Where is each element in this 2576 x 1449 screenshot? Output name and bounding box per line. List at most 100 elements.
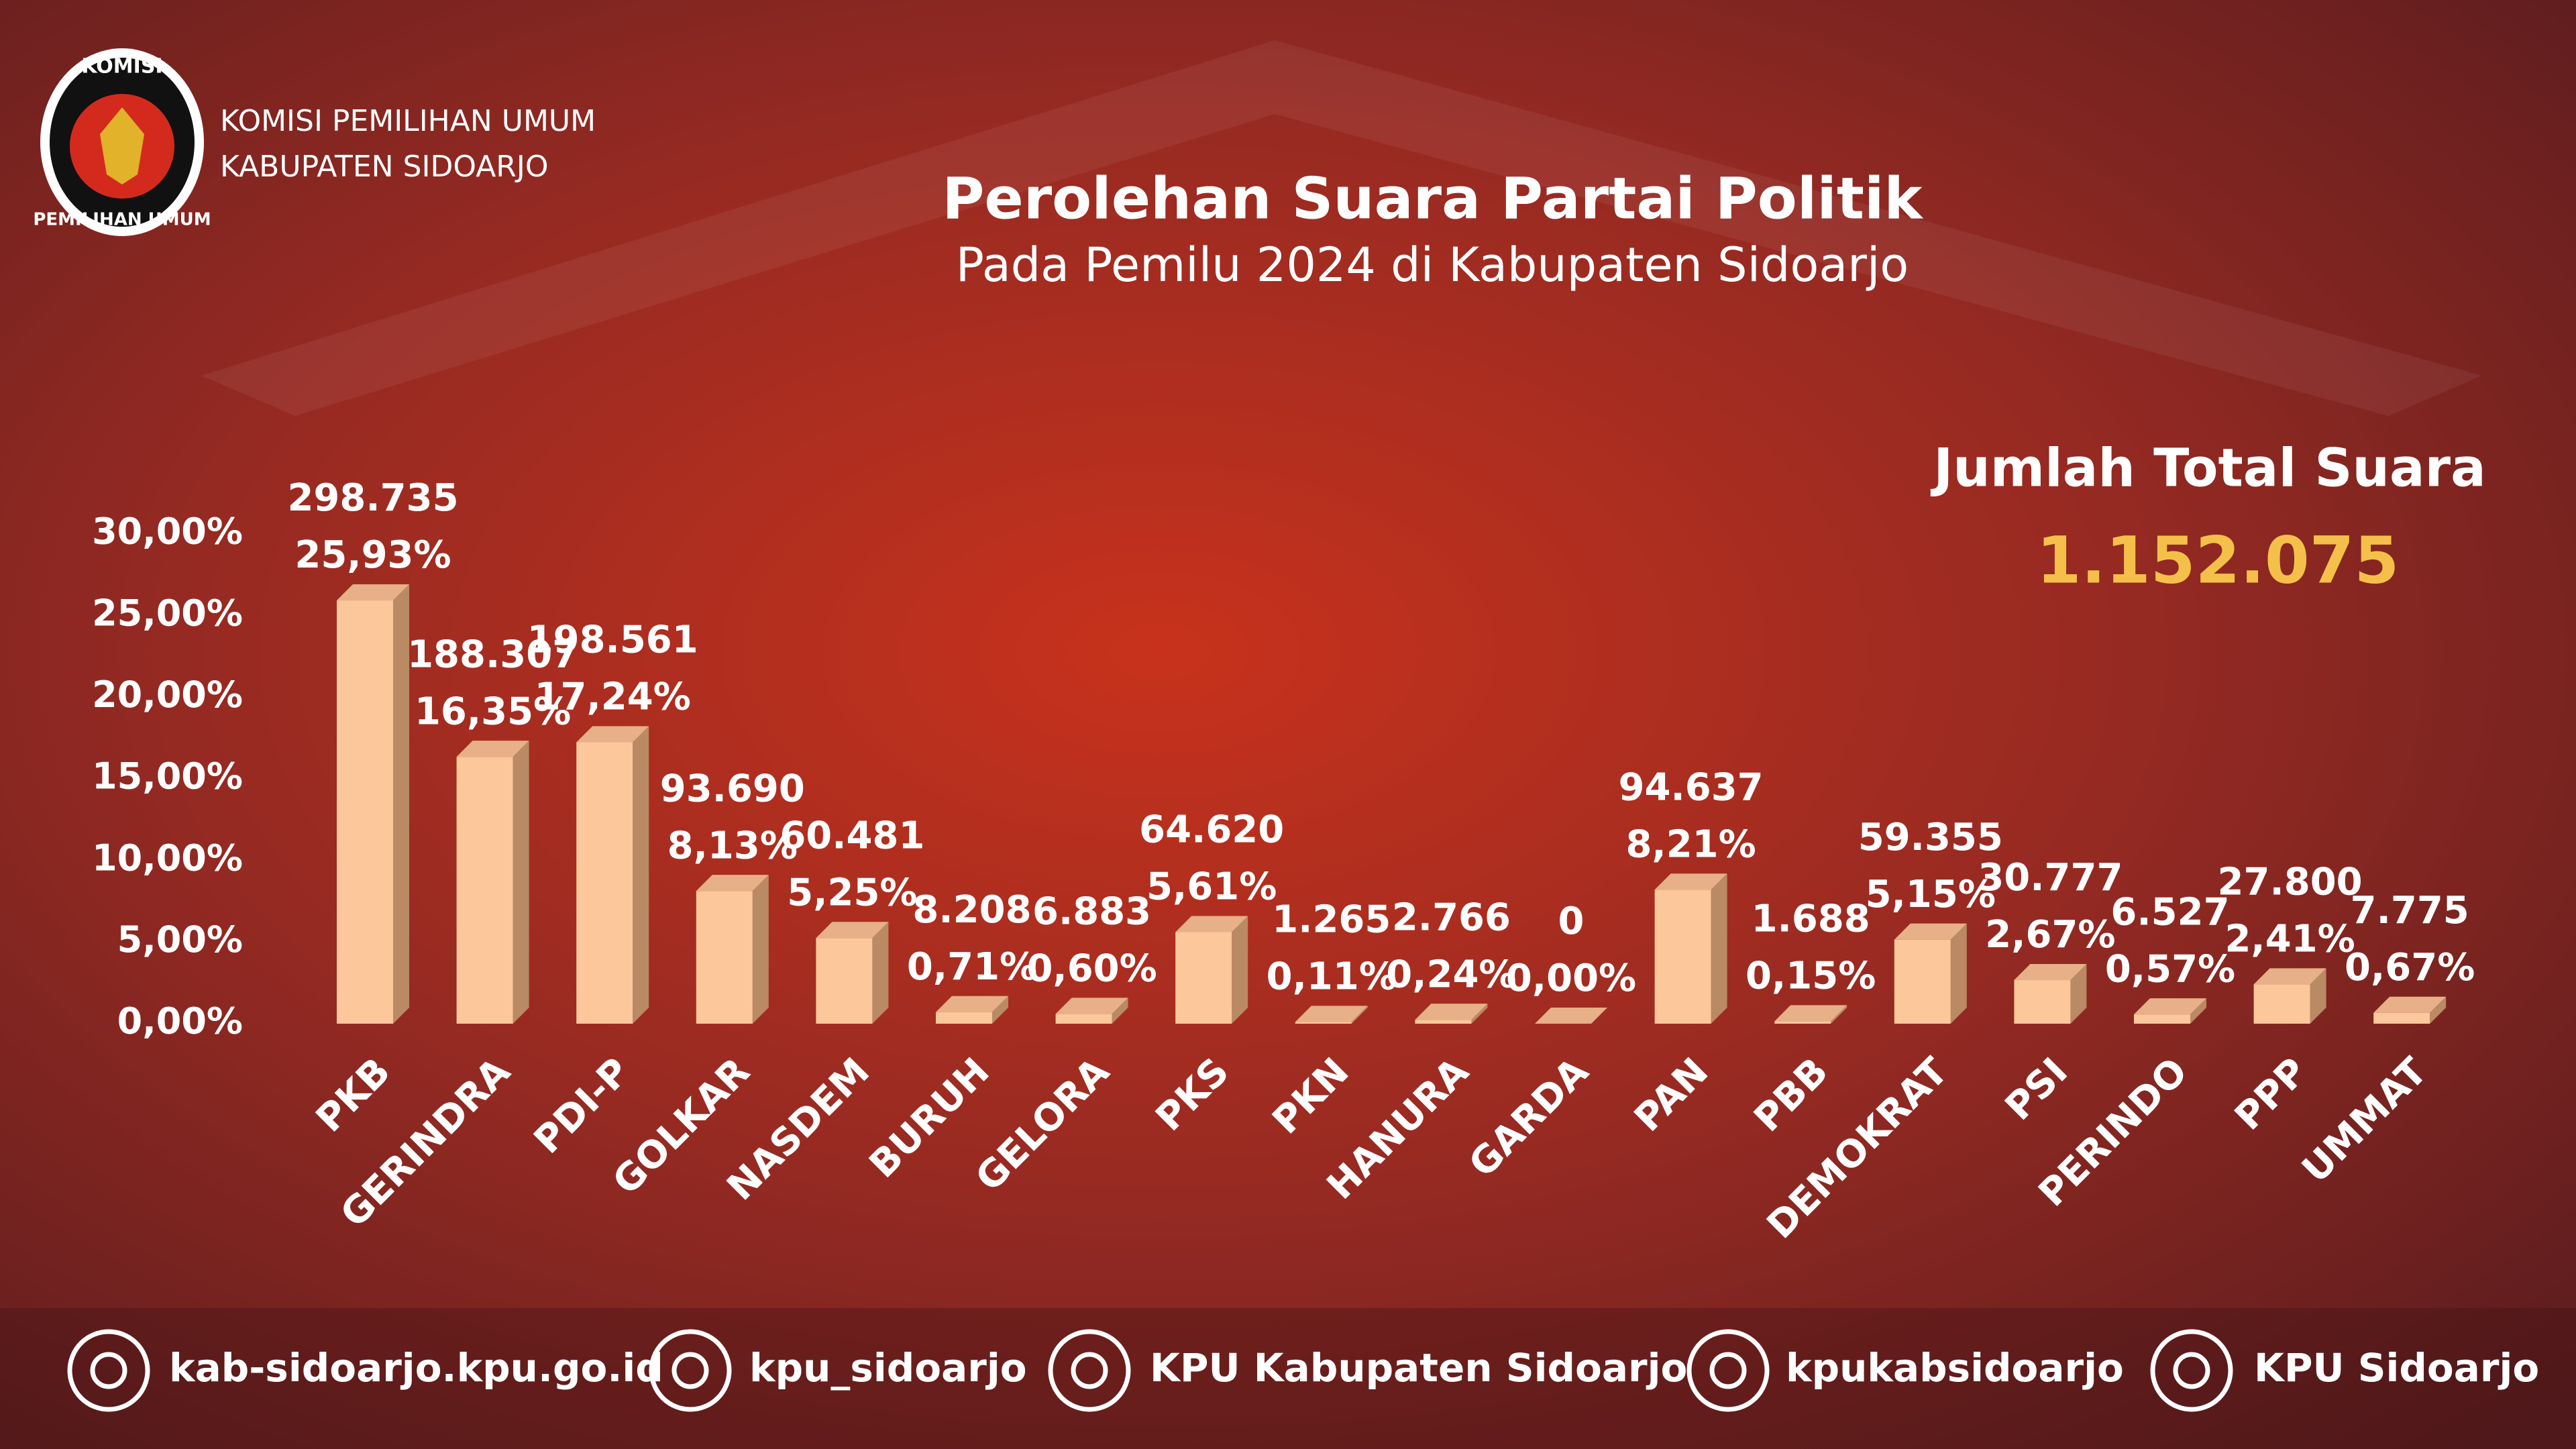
vote-label: 7.775 (2351, 889, 2469, 932)
y-tick-label: 5,00% (117, 918, 243, 961)
logo-text-bottom: PEMILIHAN UMUM (33, 210, 211, 230)
footer-icon-glyph (1071, 1352, 1108, 1389)
y-tick-label: 0,00% (117, 1000, 243, 1042)
bar (1175, 932, 1232, 1024)
bar (456, 757, 513, 1024)
bar-side (2310, 968, 2326, 1024)
value-label: 0,60% (1026, 947, 1157, 991)
bar-top (1295, 1006, 1368, 1022)
value-label: 8,21% (1625, 822, 1756, 866)
bar-top (1535, 1008, 1607, 1024)
bar-side (1471, 1004, 1488, 1024)
bar-top (1774, 1005, 1847, 1022)
footer-icon-glyph (90, 1352, 127, 1389)
bar (816, 938, 873, 1024)
vote-label: 198.561 (527, 619, 698, 662)
bar-side (1711, 873, 1727, 1024)
bar-side (752, 875, 769, 1024)
chart-subtitle: Pada Pemilu 2024 di Kabupaten Sidoarjo (956, 237, 1909, 292)
bar (2253, 984, 2310, 1024)
footer-icon (1686, 1329, 1770, 1412)
vote-label: 6.883 (1032, 890, 1151, 934)
footer-link: kpu_sidoarjo (749, 1345, 1027, 1391)
footer-link: KPU Sidoarjo (2254, 1345, 2539, 1391)
bar-top (1055, 998, 1128, 1014)
value-label: 0,71% (907, 945, 1037, 989)
bar-side (393, 584, 409, 1024)
value-label: 5,15% (1866, 873, 1996, 916)
vote-label: 298.735 (287, 476, 458, 520)
value-label: 0,00% (1506, 957, 1636, 1000)
bar-top (2014, 964, 2087, 981)
value-label: 0,15% (1746, 954, 1876, 998)
value-label: 0,24% (1386, 953, 1516, 996)
bar (1774, 1021, 1831, 1024)
logo: KOMISI PEMILIHAN UMUM (33, 48, 211, 236)
vote-label: 93.690 (660, 767, 805, 810)
footer-icon-glyph (1709, 1352, 1747, 1389)
vote-label: 64.620 (1139, 808, 1284, 852)
vote-label: 60.481 (780, 814, 924, 857)
bar (696, 891, 753, 1024)
bar-side (2070, 964, 2087, 1024)
footer-icon (2150, 1329, 2233, 1412)
vote-label: 1.265 (1272, 898, 1391, 941)
logo-garuda (100, 107, 144, 184)
vote-label: 6.527 (2110, 890, 2229, 934)
bar-side (1831, 1005, 1847, 1024)
total-value: 1.152.075 (2037, 523, 2400, 598)
footer-icon (1048, 1329, 1131, 1412)
bar-side (1351, 1006, 1368, 1024)
y-tick-label: 25,00% (92, 592, 243, 634)
bar-top (1415, 1004, 1488, 1020)
bar (1415, 1020, 1472, 1024)
bar (576, 742, 633, 1024)
value-label: 5,61% (1146, 865, 1277, 909)
bar-top (2373, 996, 2447, 1013)
bar-side (1112, 998, 1128, 1024)
bar-side (1232, 916, 1248, 1024)
bar-top (1654, 873, 1727, 890)
bar (1894, 939, 1951, 1024)
vote-label: 8.208 (912, 888, 1031, 932)
value-label: 2,41% (2224, 917, 2355, 961)
bar-side (2190, 998, 2206, 1024)
bar-side (633, 726, 649, 1024)
bar-top (576, 726, 649, 743)
value-label: 0,11% (1267, 955, 1397, 998)
footer-link: kpukabsidoarjo (1786, 1345, 2124, 1391)
footer-link: KPU Kabupaten Sidoarjo (1150, 1345, 1687, 1391)
vote-label: 94.637 (1619, 765, 1764, 809)
value-label: 0,67% (2345, 946, 2475, 989)
bar-side (872, 922, 889, 1024)
bar-side (513, 741, 529, 1024)
chart-title: Perolehan Suara Partai Politik (942, 165, 1923, 232)
footer-link: kab-sidoarjo.kpu.go.id (169, 1345, 663, 1391)
value-label: 8,13% (667, 824, 798, 867)
vote-label: 0 (1558, 900, 1585, 943)
bar (1654, 890, 1711, 1024)
bar (2014, 980, 2071, 1024)
footer-icon-glyph (2173, 1352, 2210, 1389)
bar-side (992, 996, 1008, 1024)
bar (1055, 1014, 1112, 1024)
vote-label: 1.688 (1752, 897, 1870, 941)
bar-top (936, 996, 1008, 1012)
bar-top (2253, 968, 2326, 985)
bar-top (456, 741, 529, 757)
value-label: 2,67% (1985, 913, 2115, 957)
y-tick-label: 15,00% (92, 755, 243, 798)
bar-top (2134, 998, 2206, 1015)
footer-icon-glyph (672, 1352, 709, 1389)
footer-band (0, 1308, 2576, 1449)
value-label: 16,35% (415, 690, 571, 733)
bar-top (696, 875, 769, 892)
logo-text-top: KOMISI (81, 55, 162, 78)
footer-icon (649, 1329, 732, 1412)
vote-label: 2.766 (1392, 896, 1511, 939)
vote-label: 30.777 (1978, 856, 2123, 900)
value-label: 25,93% (294, 533, 451, 577)
roof-shape (201, 40, 2482, 416)
bar-top (816, 922, 889, 938)
